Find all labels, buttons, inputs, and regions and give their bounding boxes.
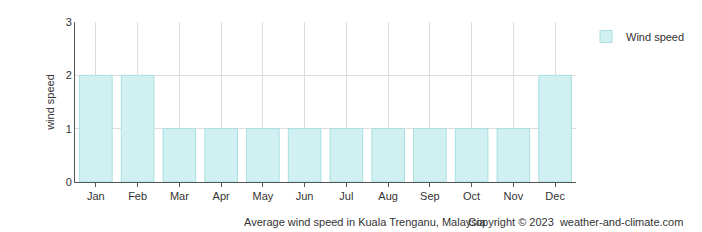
svg-text:Aug: Aug bbox=[378, 190, 398, 202]
svg-text:2: 2 bbox=[66, 69, 72, 81]
svg-text:1: 1 bbox=[66, 123, 72, 135]
svg-text:Apr: Apr bbox=[213, 190, 230, 202]
svg-text:wind speed: wind speed bbox=[44, 74, 56, 131]
svg-text:Jul: Jul bbox=[339, 190, 353, 202]
svg-text:Wind speed: Wind speed bbox=[626, 31, 684, 43]
svg-text:Jan: Jan bbox=[87, 190, 105, 202]
svg-text:Dec: Dec bbox=[545, 190, 565, 202]
svg-text:Jun: Jun bbox=[296, 190, 314, 202]
svg-text:May: May bbox=[252, 190, 273, 202]
svg-text:Average wind speed in Kuala Tr: Average wind speed in Kuala Trenganu, Ma… bbox=[244, 216, 486, 228]
svg-text:Feb: Feb bbox=[128, 190, 147, 202]
svg-text:Sep: Sep bbox=[420, 190, 440, 202]
svg-text:Oct: Oct bbox=[463, 190, 480, 202]
svg-text:Mar: Mar bbox=[170, 190, 189, 202]
svg-text:0: 0 bbox=[66, 176, 72, 188]
svg-text:Copyright © 2023 weather-and-: Copyright © 2023 weather-and-climate.com bbox=[468, 216, 683, 228]
svg-text:3: 3 bbox=[66, 16, 72, 28]
svg-text:Nov: Nov bbox=[504, 190, 524, 202]
